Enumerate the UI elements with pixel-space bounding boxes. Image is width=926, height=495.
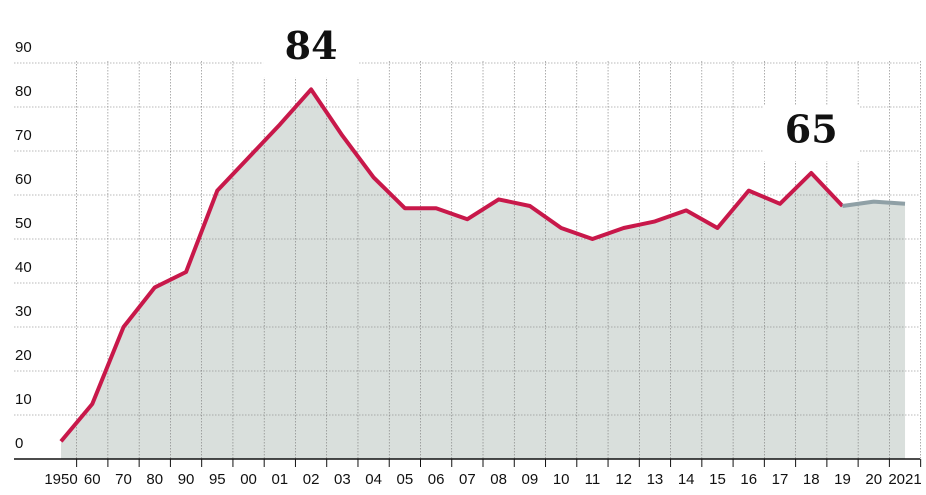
line [842,199,906,208]
x-tick-label: 17 [772,471,789,488]
y-tick-label: 90 [15,39,32,56]
x-tick-label: 95 [209,471,226,488]
x-tick-label: 01 [271,471,288,488]
x-tick-label: 12 [615,471,632,488]
y-tick-label: 70 [15,127,32,144]
x-tick-label: 80 [146,471,163,488]
y-tick-label: 80 [15,83,32,100]
y-tick-label: 40 [15,259,32,276]
x-tick-label: 04 [365,471,382,488]
x-tick-label: 15 [709,471,726,488]
area [842,201,906,459]
x-tick-label: 13 [647,471,664,488]
x-tick-label: 2021 [888,471,921,488]
x-tick-label: 1950 [44,471,77,488]
y-tick-label: 10 [15,391,32,408]
x-tick-label: 00 [240,471,257,488]
x-tick-label: 20 [865,471,882,488]
y-tick-label: 50 [15,215,32,232]
x-tick-label: 09 [522,471,539,488]
x-tick-label: 11 [585,471,601,488]
x-tick-label: 14 [678,471,695,488]
x-tick-label: 90 [178,471,195,488]
y-tick-label: 30 [15,303,32,320]
x-tick-label: 06 [428,471,445,488]
y-tick-label: 0 [15,435,23,452]
y-tick-label: 20 [15,347,32,364]
label-box [263,21,360,78]
x-tick-label: 08 [490,471,507,488]
value-label: 84 [285,23,338,68]
x-tick-label: 07 [459,471,476,488]
x-tick-label: 19 [834,471,851,488]
x-tick-label: 60 [84,471,101,488]
x-tick-label: 70 [115,471,132,488]
x-tick-label: 02 [303,471,320,488]
y-tick-label: 60 [15,171,32,188]
x-tick-label: 10 [553,471,570,488]
x-tick-label: 05 [397,471,414,488]
value-label: 65 [785,107,838,152]
line [59,87,844,443]
x-tick-label: 18 [803,471,820,488]
x-tick-label: 03 [334,471,351,488]
label-box [763,105,860,161]
x-tick-label: 16 [740,471,757,488]
